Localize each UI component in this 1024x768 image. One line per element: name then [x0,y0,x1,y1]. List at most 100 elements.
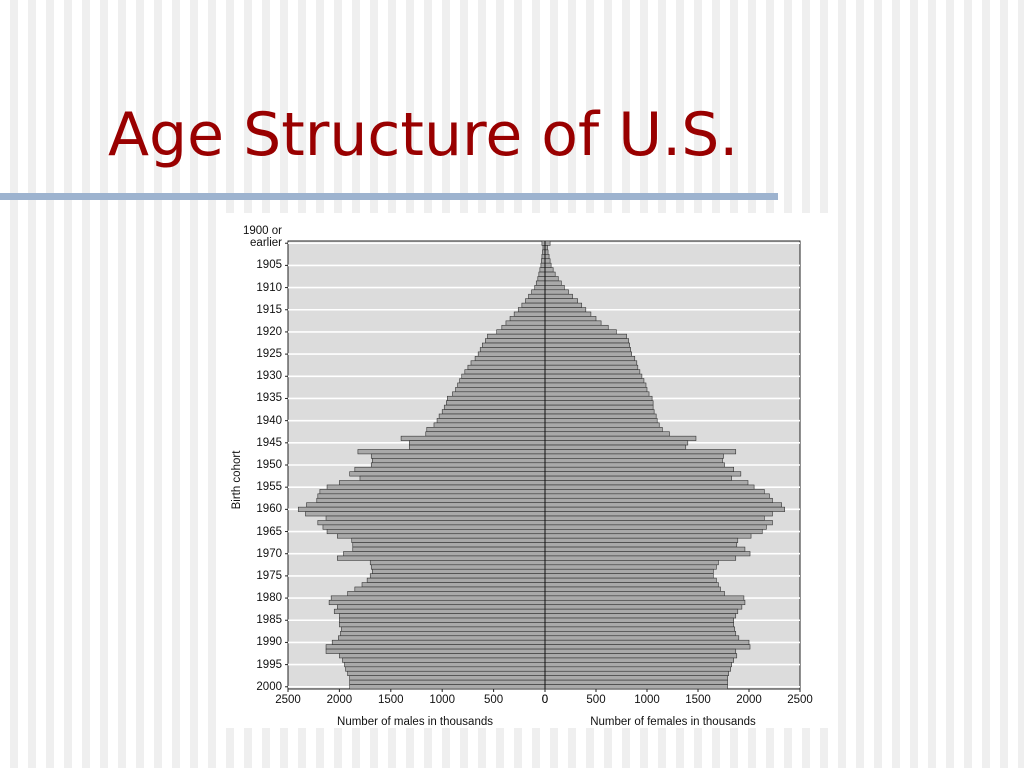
x-tick-label: 2500 [275,694,301,706]
bar [331,639,546,645]
y-tick-label: 1930 [256,370,282,383]
bar [544,271,556,277]
bar [544,458,723,464]
bar [544,564,717,570]
bar [544,440,689,446]
y-tick-label: 1915 [256,303,282,316]
bar [345,666,546,672]
x-tick-label: 2000 [736,694,762,706]
bar [544,471,742,477]
bar [544,400,654,406]
bar [544,302,583,308]
bar [544,635,740,641]
bar [544,364,639,370]
y-tick-label: 1935 [256,392,282,405]
bar [349,679,546,685]
bar [339,622,546,628]
bar [366,577,546,583]
bar [544,529,763,535]
bar [537,276,546,282]
bar [370,462,546,468]
bar [322,524,546,530]
bar [544,560,719,566]
bar [325,644,546,650]
bar [330,595,546,601]
bar [544,360,638,366]
y-tick-label: 1900 or earlier [242,225,282,250]
bar [501,324,546,331]
bar [538,271,546,277]
bar [544,533,752,539]
y-tick-label: 1995 [256,658,282,671]
bar [339,617,546,623]
bar [461,373,546,379]
bar [326,484,546,490]
bar [505,320,546,326]
bar [544,391,650,397]
bar [544,506,785,512]
bar [485,338,546,344]
bar [544,542,738,548]
bar [447,395,546,401]
bar [544,329,617,335]
bar [354,466,546,472]
y-tick-label: 1925 [256,348,282,361]
bar [531,289,546,295]
bar [544,582,719,588]
y-tick-label: 1920 [256,325,282,338]
bar [425,431,546,437]
bar [544,666,731,672]
bar [544,289,569,295]
bar [528,293,546,299]
bar [438,413,546,419]
y-tick-label: 1905 [256,259,282,272]
bar [351,537,546,543]
bar [339,480,546,486]
bar [544,338,629,344]
bar [544,626,736,632]
bar [544,422,660,428]
x-tick-label: 0 [542,694,548,706]
y-tick-label: 1955 [256,481,282,494]
bar [326,529,546,535]
y-tick-label: 1910 [256,281,282,294]
bar [328,599,546,606]
bar [544,293,573,299]
bar [433,422,546,428]
bar [544,435,697,441]
bar [544,382,647,388]
bar [544,347,631,353]
bar [544,497,773,504]
bar [544,520,773,526]
bar [426,426,546,433]
bar [459,378,546,384]
bar [539,267,546,273]
x-axis-label-right: Number of females in thousands [590,716,756,728]
x-axis-label-left: Number of males in thousands [337,716,493,728]
bar [544,555,737,561]
y-tick-label: 1975 [256,569,282,582]
bar [441,409,546,415]
bar [544,320,602,326]
bar [349,675,546,681]
bar [544,285,565,291]
bar [544,378,645,384]
bar [544,484,755,490]
bar [317,520,546,526]
bar [369,560,546,566]
bar [354,586,546,592]
bar [521,302,546,308]
bar [352,546,546,552]
bar [544,449,737,455]
x-tick-label: 1000 [634,694,660,706]
bar [340,631,546,637]
bar [535,280,546,286]
bar [544,307,587,313]
bar [343,551,546,557]
bar [509,316,546,322]
bar [487,333,546,339]
bar [513,311,546,317]
bar [544,604,743,610]
bar [544,475,732,481]
bar [464,369,546,375]
